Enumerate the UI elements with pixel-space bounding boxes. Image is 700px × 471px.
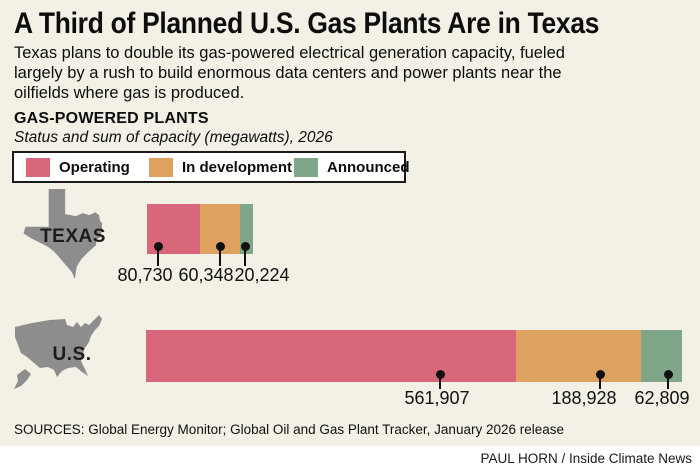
bar-segment-texas-announced	[240, 204, 253, 254]
legend-item-announced: Announced	[294, 153, 410, 181]
value-label: 80,730	[117, 265, 173, 285]
callout-line	[667, 375, 669, 389]
legend-item-in-development: In development	[149, 153, 292, 181]
legend: Operating In development Announced	[12, 151, 410, 183]
credit-text: PAUL HORN / Inside Climate News	[480, 451, 692, 466]
bar-segment-us-in-development	[516, 330, 641, 382]
legend-item-operating: Operating	[26, 153, 130, 181]
chart-subheading: Status and sum of capacity (megawatts), …	[14, 129, 333, 146]
chart-heading: GAS-POWERED PLANTS	[14, 110, 209, 127]
value-label: 188,928	[551, 388, 617, 408]
callout-dot-icon	[664, 370, 673, 379]
callout-dot-icon	[596, 370, 605, 379]
callout-line	[157, 247, 159, 266]
in-development-swatch-icon	[149, 157, 173, 177]
bar-segment-us-announced	[641, 330, 682, 382]
us-map-icon	[14, 315, 102, 389]
texas-label: TEXAS	[40, 226, 106, 247]
legend-label: Operating	[59, 158, 130, 176]
page-title: A Third of Planned U.S. Gas Plants Are i…	[14, 7, 600, 40]
callout-line	[439, 375, 441, 389]
legend-label: Announced	[327, 158, 410, 176]
value-label: 60,348	[178, 265, 234, 285]
legend-label: In development	[182, 158, 293, 176]
page-subtitle: Texas plans to double its gas-powered el…	[14, 44, 565, 102]
callout-dot-icon	[154, 242, 163, 251]
callout-dot-icon	[436, 370, 445, 379]
announced-swatch-icon	[294, 157, 318, 177]
callout-line	[219, 247, 221, 266]
operating-swatch-icon	[26, 157, 50, 177]
texas-map-icon	[23, 188, 102, 280]
callout-dot-icon	[216, 242, 225, 251]
sources-note: SOURCES: Global Energy Monitor; Global O…	[14, 422, 565, 437]
callout-dot-icon	[241, 242, 250, 251]
us-label: U.S.	[52, 344, 92, 365]
bar-segment-us-operating	[146, 330, 516, 382]
value-label: 62,809	[634, 388, 690, 408]
value-label: 20,224	[234, 265, 290, 285]
callout-line	[244, 247, 246, 266]
credit-strip: PAUL HORN / Inside Climate News	[0, 446, 700, 471]
callout-line	[599, 375, 601, 389]
value-label: 561,907	[404, 388, 470, 408]
